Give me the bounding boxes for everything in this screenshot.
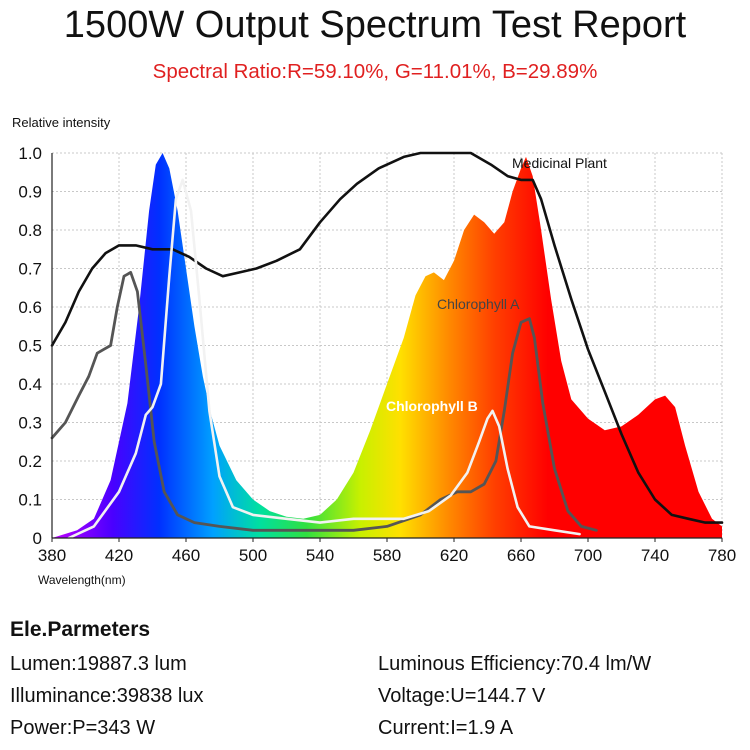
- series-line-chlorophyll-a: [50, 270, 598, 532]
- x-tick-380: 380: [38, 546, 66, 565]
- y-tick-3: 0.3: [18, 414, 42, 433]
- y-tick-labels: 0 0.1 0.2 0.3 0.4 0.5 0.6 0.7 0.8 0.9 1.0: [18, 144, 42, 548]
- series-line-chlorophyll-b: [67, 178, 581, 540]
- x-tick-500: 500: [239, 546, 267, 565]
- y-tick-7: 0.7: [18, 260, 42, 279]
- y-tick-6: 0.6: [18, 298, 42, 317]
- spectrum-chart: 380 420 460 500 540 580 620 660 700 740 780 0 0.1 0.…: [12, 115, 736, 587]
- luminous-efficiency-value: Luminous Efficiency:70.4 lm/W: [378, 653, 652, 675]
- parameters-heading: Ele.Parmeters: [10, 618, 151, 641]
- y-tick-0: 0: [33, 529, 42, 548]
- x-tick-620: 620: [440, 546, 468, 565]
- report-title: 1500W Output Spectrum Test Report: [63, 4, 687, 46]
- x-tick-700: 700: [574, 546, 602, 565]
- spectrum-area: [52, 153, 722, 538]
- y-tick-8: 0.8: [18, 221, 42, 240]
- power-value: Power:P=343 W: [10, 717, 156, 739]
- series-label-medicinal-plant: Medicinal Plant: [512, 155, 607, 171]
- y-tick-2: 0.2: [18, 452, 42, 471]
- series-lines: [50, 151, 724, 540]
- voltage-value: Voltage:U=144.7 V: [378, 685, 546, 707]
- current-value: Current:I=1.9 A: [378, 717, 514, 739]
- x-tick-420: 420: [105, 546, 133, 565]
- y-tick-4: 0.4: [18, 375, 42, 394]
- series-label-chlorophyll-a: Chlorophyll A: [437, 296, 520, 312]
- lumen-value: Lumen:19887.3 lum: [10, 653, 187, 675]
- x-tick-660: 660: [507, 546, 535, 565]
- electrical-parameters: Ele.Parmeters Lumen:19887.3 lum Illumina…: [10, 618, 740, 748]
- series-line-medicinal-plant: [50, 151, 724, 524]
- spectral-ratio-subtitle: Spectral Ratio:R=59.10%, G=11.01%, B=29.…: [152, 60, 598, 83]
- x-tick-540: 540: [306, 546, 334, 565]
- y-tick-5: 0.5: [18, 337, 42, 356]
- x-axis-label: Wavelength(nm): [38, 573, 126, 587]
- x-tick-labels: 380 420 460 500 540 580 620 660 700 740 780: [38, 538, 736, 565]
- y-tick-1: 0.1: [18, 491, 42, 510]
- y-axis-label: Relative intensity: [12, 115, 111, 130]
- x-tick-780: 780: [708, 546, 736, 565]
- illuminance-value: Illuminance:39838 lux: [10, 685, 204, 707]
- x-tick-580: 580: [373, 546, 401, 565]
- y-tick-9: 0.9: [18, 183, 42, 202]
- x-tick-740: 740: [641, 546, 669, 565]
- x-tick-460: 460: [172, 546, 200, 565]
- series-label-chlorophyll-b: Chlorophyll B: [386, 398, 478, 414]
- y-tick-10: 1.0: [18, 144, 42, 163]
